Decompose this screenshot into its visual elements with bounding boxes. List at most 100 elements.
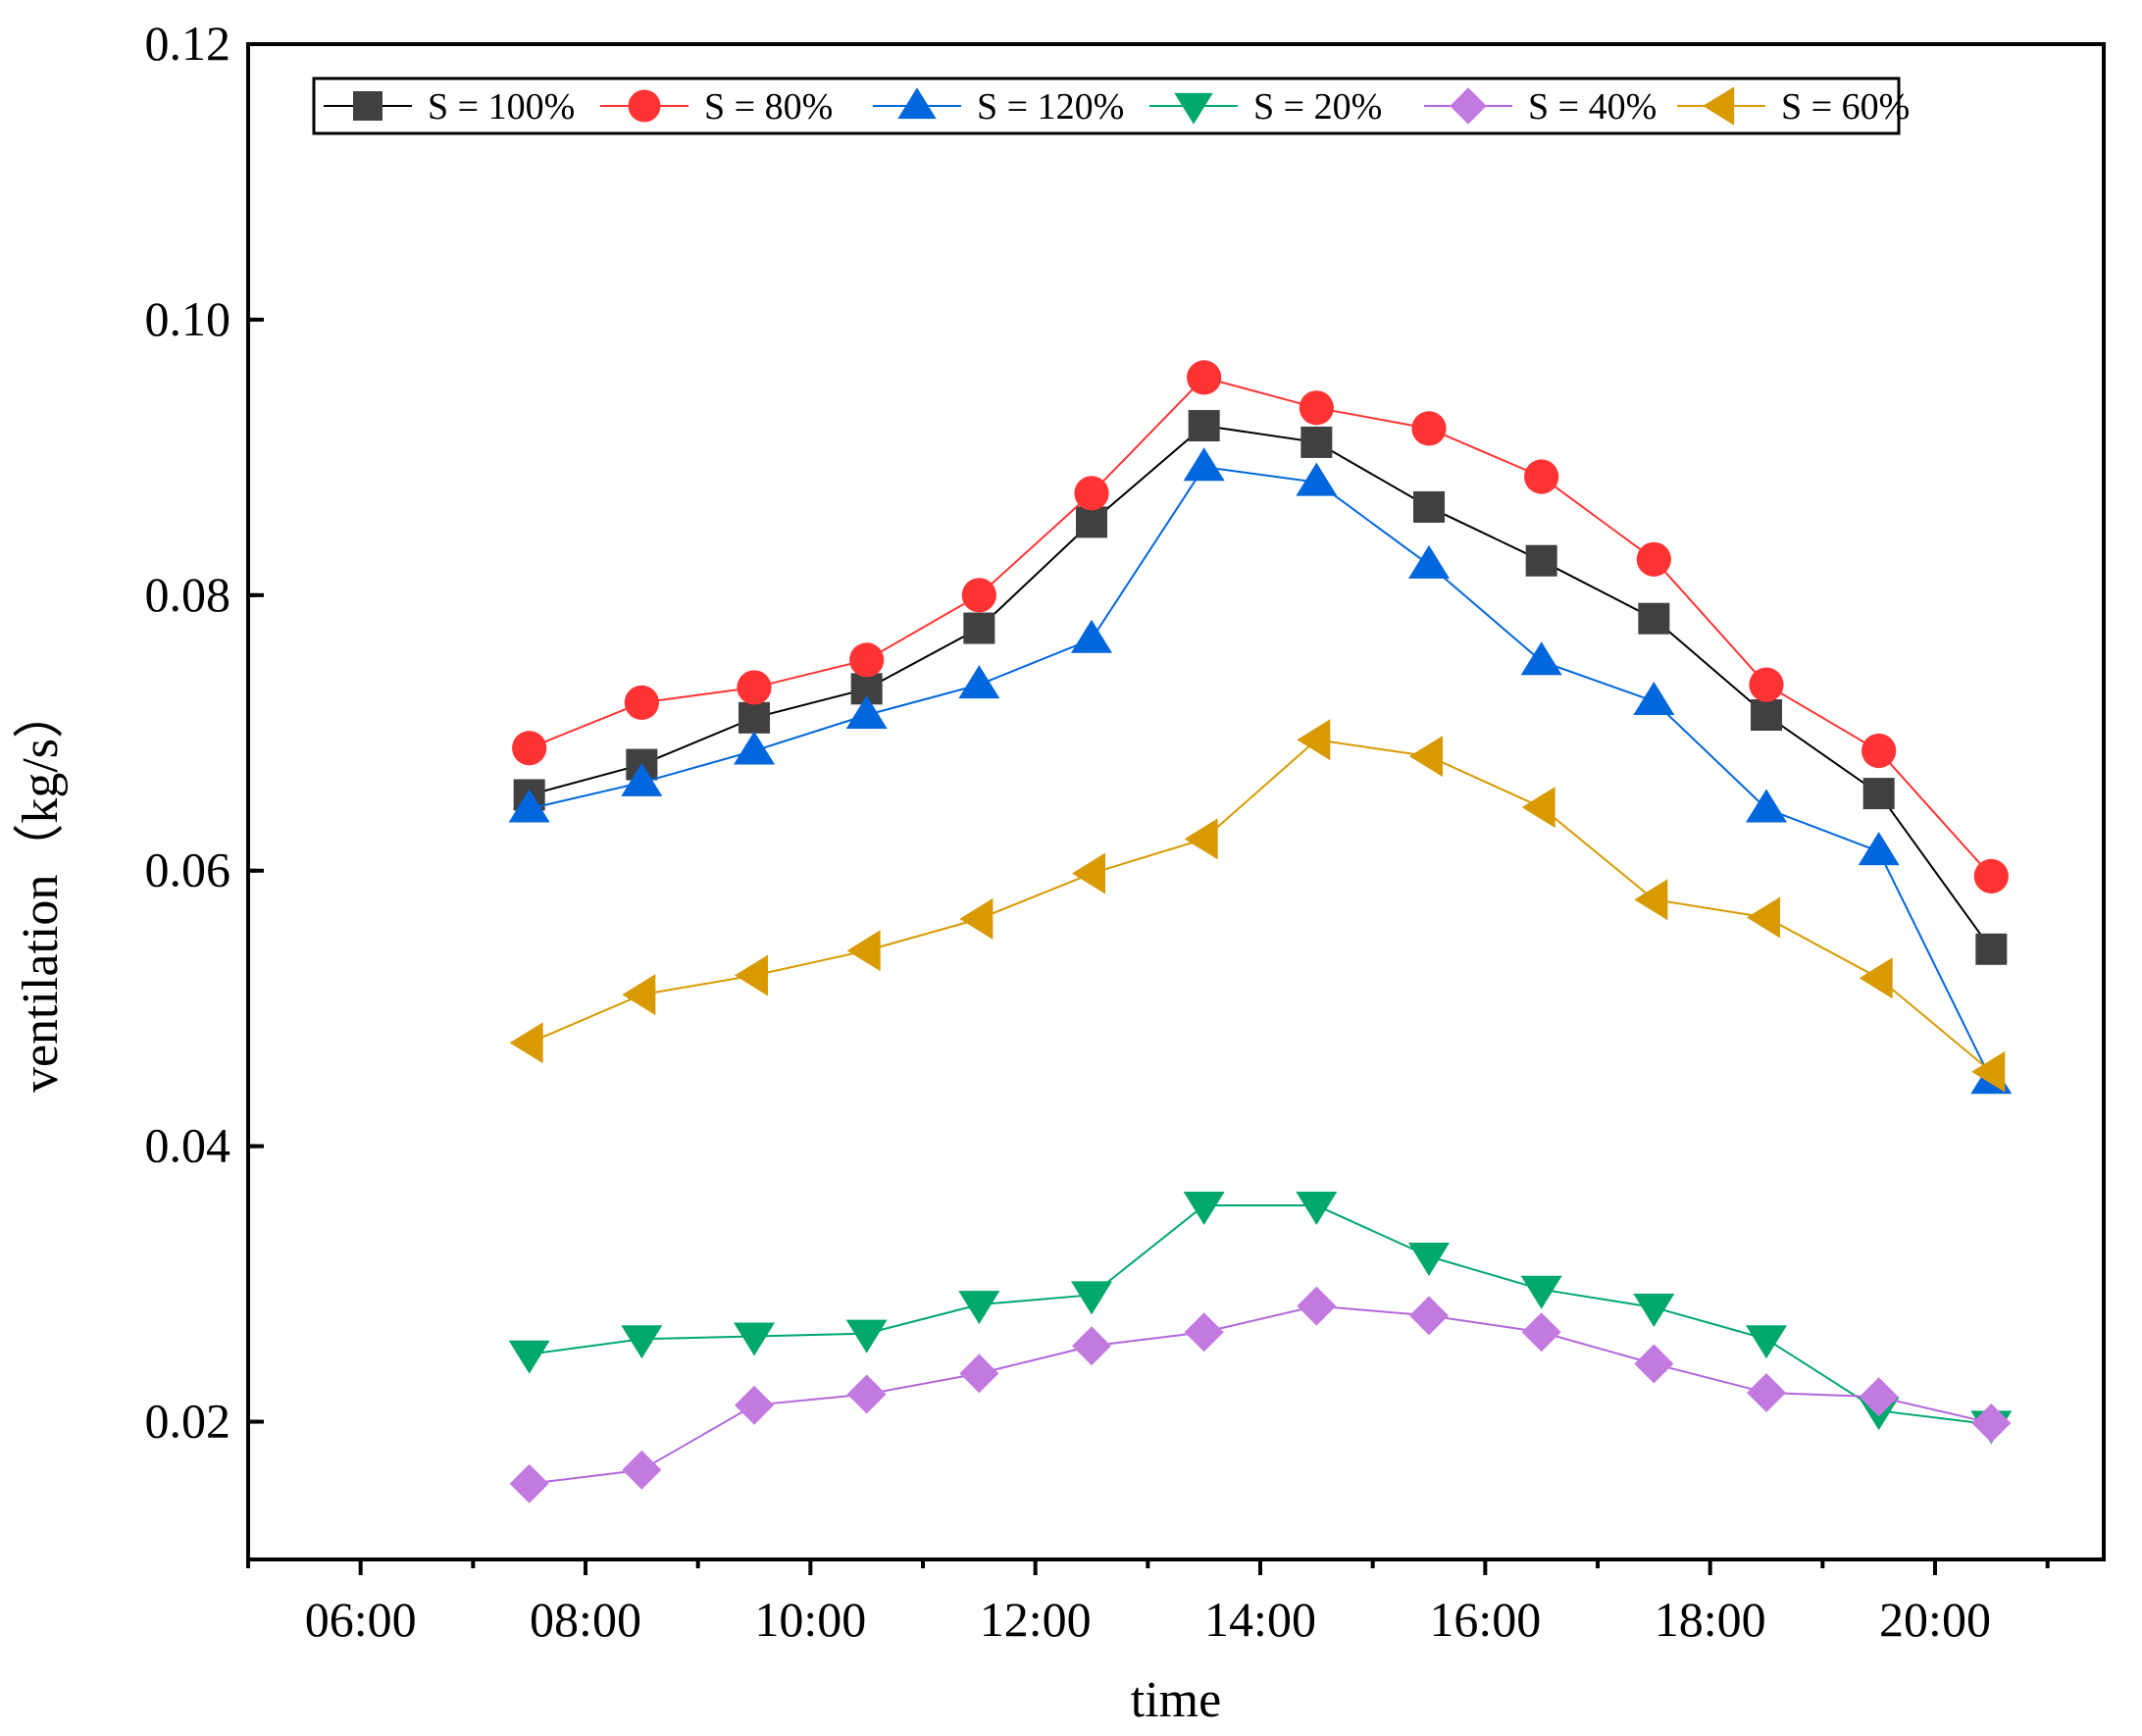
data-point	[1183, 1192, 1225, 1226]
y-tick-label: 0.02	[145, 1394, 231, 1449]
data-point	[1525, 544, 1557, 577]
data-point	[1747, 896, 1780, 939]
x-axis-title: time	[1131, 1672, 1221, 1728]
x-tick-label: 18:00	[1655, 1592, 1766, 1647]
series-line	[529, 739, 1992, 1073]
x-tick-label: 06:00	[305, 1592, 417, 1647]
data-point	[1746, 789, 1787, 823]
data-point	[735, 954, 768, 996]
data-point	[1408, 1243, 1450, 1276]
data-point	[958, 665, 1000, 699]
data-point	[1520, 1275, 1562, 1309]
y-tick-label: 0.06	[145, 842, 231, 897]
series-layer	[508, 360, 2013, 1504]
legend-marker	[1450, 87, 1487, 125]
y-tick-label: 0.08	[145, 567, 231, 622]
data-point	[1184, 818, 1218, 860]
legend-label: S = 120%	[977, 86, 1124, 128]
data-point	[622, 974, 656, 1016]
data-point	[622, 1450, 662, 1490]
legend-marker	[897, 87, 937, 120]
data-point	[1971, 1050, 2006, 1093]
data-point	[1638, 602, 1670, 635]
data-point	[1187, 360, 1222, 395]
data-point	[737, 670, 772, 705]
series-group	[508, 447, 2013, 1095]
data-point	[1184, 1312, 1224, 1353]
x-tick-label: 20:00	[1879, 1592, 1991, 1647]
data-point	[963, 612, 995, 644]
series-line	[529, 466, 1993, 1081]
data-point	[1296, 1192, 1338, 1226]
data-point	[1858, 832, 1900, 866]
legend-label: S = 40%	[1528, 86, 1657, 128]
data-point	[1634, 879, 1668, 921]
data-point	[509, 1022, 543, 1064]
x-tick-label: 08:00	[530, 1592, 641, 1647]
data-point	[1297, 719, 1331, 761]
data-point	[1973, 858, 2009, 894]
data-point	[846, 930, 881, 972]
legend-box	[312, 77, 1901, 135]
data-point	[1862, 778, 1895, 810]
series-group	[509, 719, 2006, 1093]
data-point	[1299, 390, 1334, 426]
data-point	[1862, 733, 1897, 769]
series-group	[508, 1192, 2013, 1445]
data-point	[1409, 736, 1443, 778]
data-point	[959, 897, 994, 940]
data-point	[1408, 544, 1450, 579]
y-tick-label: 0.12	[145, 16, 231, 71]
series-line	[529, 425, 1993, 950]
data-point	[958, 1291, 1000, 1325]
data-point	[621, 762, 663, 796]
data-point	[1633, 681, 1675, 715]
data-point	[512, 731, 547, 766]
data-point	[1188, 410, 1220, 442]
plot-frame	[246, 42, 2106, 1561]
data-point	[1072, 852, 1105, 894]
legend-label: S = 60%	[1781, 86, 1910, 128]
data-point	[1633, 1293, 1675, 1327]
data-point	[734, 1322, 775, 1356]
data-point	[508, 789, 550, 823]
data-point	[1520, 641, 1562, 676]
data-point	[845, 1319, 888, 1353]
data-point	[1409, 1296, 1449, 1336]
data-point	[1297, 1286, 1337, 1326]
data-point	[1296, 462, 1338, 496]
data-point	[1749, 667, 1784, 702]
data-point	[735, 1385, 774, 1425]
y-tick-label: 0.04	[145, 1118, 231, 1173]
data-point	[1975, 933, 2008, 965]
series-line	[529, 1204, 1992, 1426]
data-point	[1747, 1373, 1786, 1413]
data-point	[624, 685, 659, 720]
data-point	[508, 1340, 550, 1374]
legend: S = 100% S = 80% S = 120% S = 20% S = 40% S =…	[312, 77, 1910, 135]
series-group	[509, 1286, 2012, 1504]
legend-marker	[1174, 92, 1213, 125]
legend-label: S = 20%	[1253, 86, 1382, 128]
data-point	[1634, 1344, 1674, 1384]
data-point	[1071, 1281, 1112, 1315]
data-point	[1072, 1326, 1111, 1366]
data-point	[959, 1353, 999, 1394]
series-line	[529, 1304, 1992, 1485]
legend-marker	[628, 89, 661, 123]
data-point	[849, 642, 885, 678]
data-point	[845, 695, 888, 730]
data-point	[1076, 506, 1107, 538]
x-tick-label: 12:00	[980, 1592, 1092, 1647]
y-axis-title: ventilation（kg/s）	[13, 688, 69, 1093]
legend-marker	[1703, 86, 1735, 126]
data-point	[1413, 490, 1445, 523]
series-group	[513, 410, 2008, 965]
data-point	[739, 701, 770, 734]
data-point	[1411, 411, 1447, 446]
data-point	[1524, 459, 1559, 494]
data-point	[846, 1374, 887, 1414]
legend-label: S = 80%	[704, 86, 833, 128]
axes-layer: 0.02 0.04 0.06 0.08 0.10 0.12 06:00 08:00 10:00 1…	[145, 16, 2050, 1647]
